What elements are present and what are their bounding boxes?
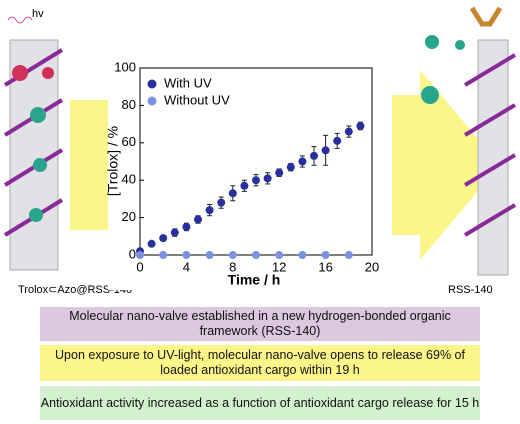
point (275, 251, 284, 259)
left-label: Trolox⊂Azo@RSS-140 (18, 284, 132, 296)
right-label: RSS-140 (448, 284, 493, 296)
point (170, 228, 179, 237)
x-tick-label: 8 (229, 259, 236, 274)
y-tick-label: 80 (122, 97, 136, 112)
point (205, 206, 214, 215)
x-tick-label: 16 (318, 259, 332, 274)
point (147, 239, 156, 248)
info-box: Antioxidant activity increased as a func… (40, 386, 480, 420)
point (240, 181, 249, 190)
y-tick-label: 40 (122, 172, 136, 187)
x-tick-label: 0 (136, 259, 143, 274)
point (205, 251, 214, 259)
legend-marker (147, 96, 157, 106)
point (182, 251, 191, 259)
point (194, 215, 202, 224)
point (217, 198, 226, 207)
point (344, 251, 353, 259)
x-tick-label: 12 (272, 259, 286, 274)
point (228, 251, 237, 259)
chart-bg (108, 58, 392, 290)
y-tick-label: 100 (114, 59, 136, 74)
x-axis-label: Time / h (228, 272, 281, 288)
arrow-right (370, 70, 500, 260)
info-box: Upon exposure to UV-light, molecular nan… (40, 345, 480, 381)
point (356, 121, 365, 130)
point (286, 163, 295, 172)
y-axis-label: [Trolox] / % (105, 126, 121, 196)
point (159, 234, 168, 243)
point (321, 146, 330, 155)
point (344, 127, 353, 136)
point (321, 251, 330, 259)
hv-label: hv (32, 8, 44, 20)
legend-label: Without UV (164, 92, 230, 107)
point (298, 157, 307, 166)
point (310, 151, 318, 160)
info-box: Molecular nano-valve established in a ne… (40, 307, 480, 341)
point (333, 136, 342, 145)
legend-marker (147, 79, 157, 89)
legend-label: With UV (164, 75, 212, 90)
point (159, 251, 168, 259)
figure: hv Trolox⊂Azo@RSS-140 RSS-140 Time / h [… (3, 6, 517, 296)
point (136, 251, 144, 259)
point (252, 176, 260, 185)
point (182, 222, 191, 231)
y-tick-label: 60 (122, 134, 136, 149)
y-tick-label: 20 (122, 209, 136, 224)
point (252, 251, 260, 259)
x-tick-label: 4 (183, 259, 190, 274)
point (263, 174, 272, 183)
point (228, 189, 237, 198)
point (298, 251, 307, 259)
point (275, 168, 284, 177)
crystal-left (3, 16, 64, 271)
y-tick-label: 0 (129, 246, 136, 261)
crystal-right (421, 6, 517, 276)
x-tick-label: 20 (365, 259, 379, 274)
